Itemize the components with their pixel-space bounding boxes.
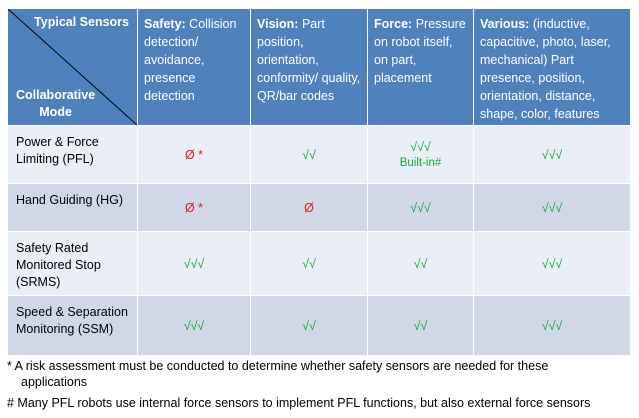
table-row: Power & Force Limiting (PFL) Ø * √√ √√√ …: [7, 125, 631, 184]
corner-header: Typical Sensors Collaborative Mode: [7, 8, 138, 126]
corner-bottom-label: Collaborative Mode: [16, 88, 96, 119]
table-row: Safety Rated Monitored Stop (SRMS) √√√ √…: [7, 231, 631, 296]
footnote-risk-assessment: * A risk assessment must be conducted to…: [7, 358, 627, 390]
cell-vision: √√: [250, 295, 368, 356]
cell-various: √√√: [473, 295, 631, 356]
mode-label: Speed & Separation Monitoring (SSM): [7, 295, 138, 356]
table-row: Hand Guiding (HG) Ø * Ø √√√ √√√: [7, 183, 631, 232]
cell-safety: √√√: [137, 295, 251, 356]
cell-force: √√: [367, 231, 474, 296]
mode-label: Safety Rated Monitored Stop (SRMS): [7, 231, 138, 296]
footnote-line: applications: [21, 375, 88, 389]
mode-label: Power & Force Limiting (PFL): [7, 125, 138, 184]
cell-various: √√√: [473, 125, 631, 184]
column-header-safety: Safety: Collision detection/ avoidance, …: [137, 8, 251, 126]
cell-vision: Ø: [250, 183, 368, 232]
cell-force: √√√: [367, 183, 474, 232]
footnote-line: * A risk assessment must be conducted to…: [7, 359, 549, 373]
cell-vision: √√: [250, 125, 368, 184]
mode-label: Hand Guiding (HG): [7, 183, 138, 232]
diagonal-divider: [8, 9, 137, 125]
column-header-vision: Vision: Part position, orientation, conf…: [250, 8, 368, 126]
cell-vision: √√: [250, 231, 368, 296]
column-header-various: Various: (inductive, capacitive, photo, …: [473, 8, 631, 126]
footnote-pfl: # Many PFL robots use internal force sen…: [7, 396, 591, 410]
cell-force-note: Built-in#: [399, 156, 442, 169]
cell-various: √√√: [473, 183, 631, 232]
table-row: Speed & Separation Monitoring (SSM) √√√ …: [7, 295, 631, 356]
cell-force-value: √√√: [410, 139, 431, 154]
header-row: Typical Sensors Collaborative Mode Safety…: [7, 8, 631, 126]
cell-safety: √√√: [137, 231, 251, 296]
cell-force: √√√ Built-in#: [367, 125, 474, 184]
cell-various: √√√: [473, 231, 631, 296]
sensor-table: Typical Sensors Collaborative Mode Safety…: [7, 8, 631, 356]
cell-force: √√: [367, 295, 474, 356]
cell-safety: Ø *: [137, 125, 251, 184]
column-header-force: Force: Pressure on robot itself, on part…: [367, 8, 474, 126]
corner-top-label: Typical Sensors: [34, 15, 129, 29]
cell-safety: Ø *: [137, 183, 251, 232]
